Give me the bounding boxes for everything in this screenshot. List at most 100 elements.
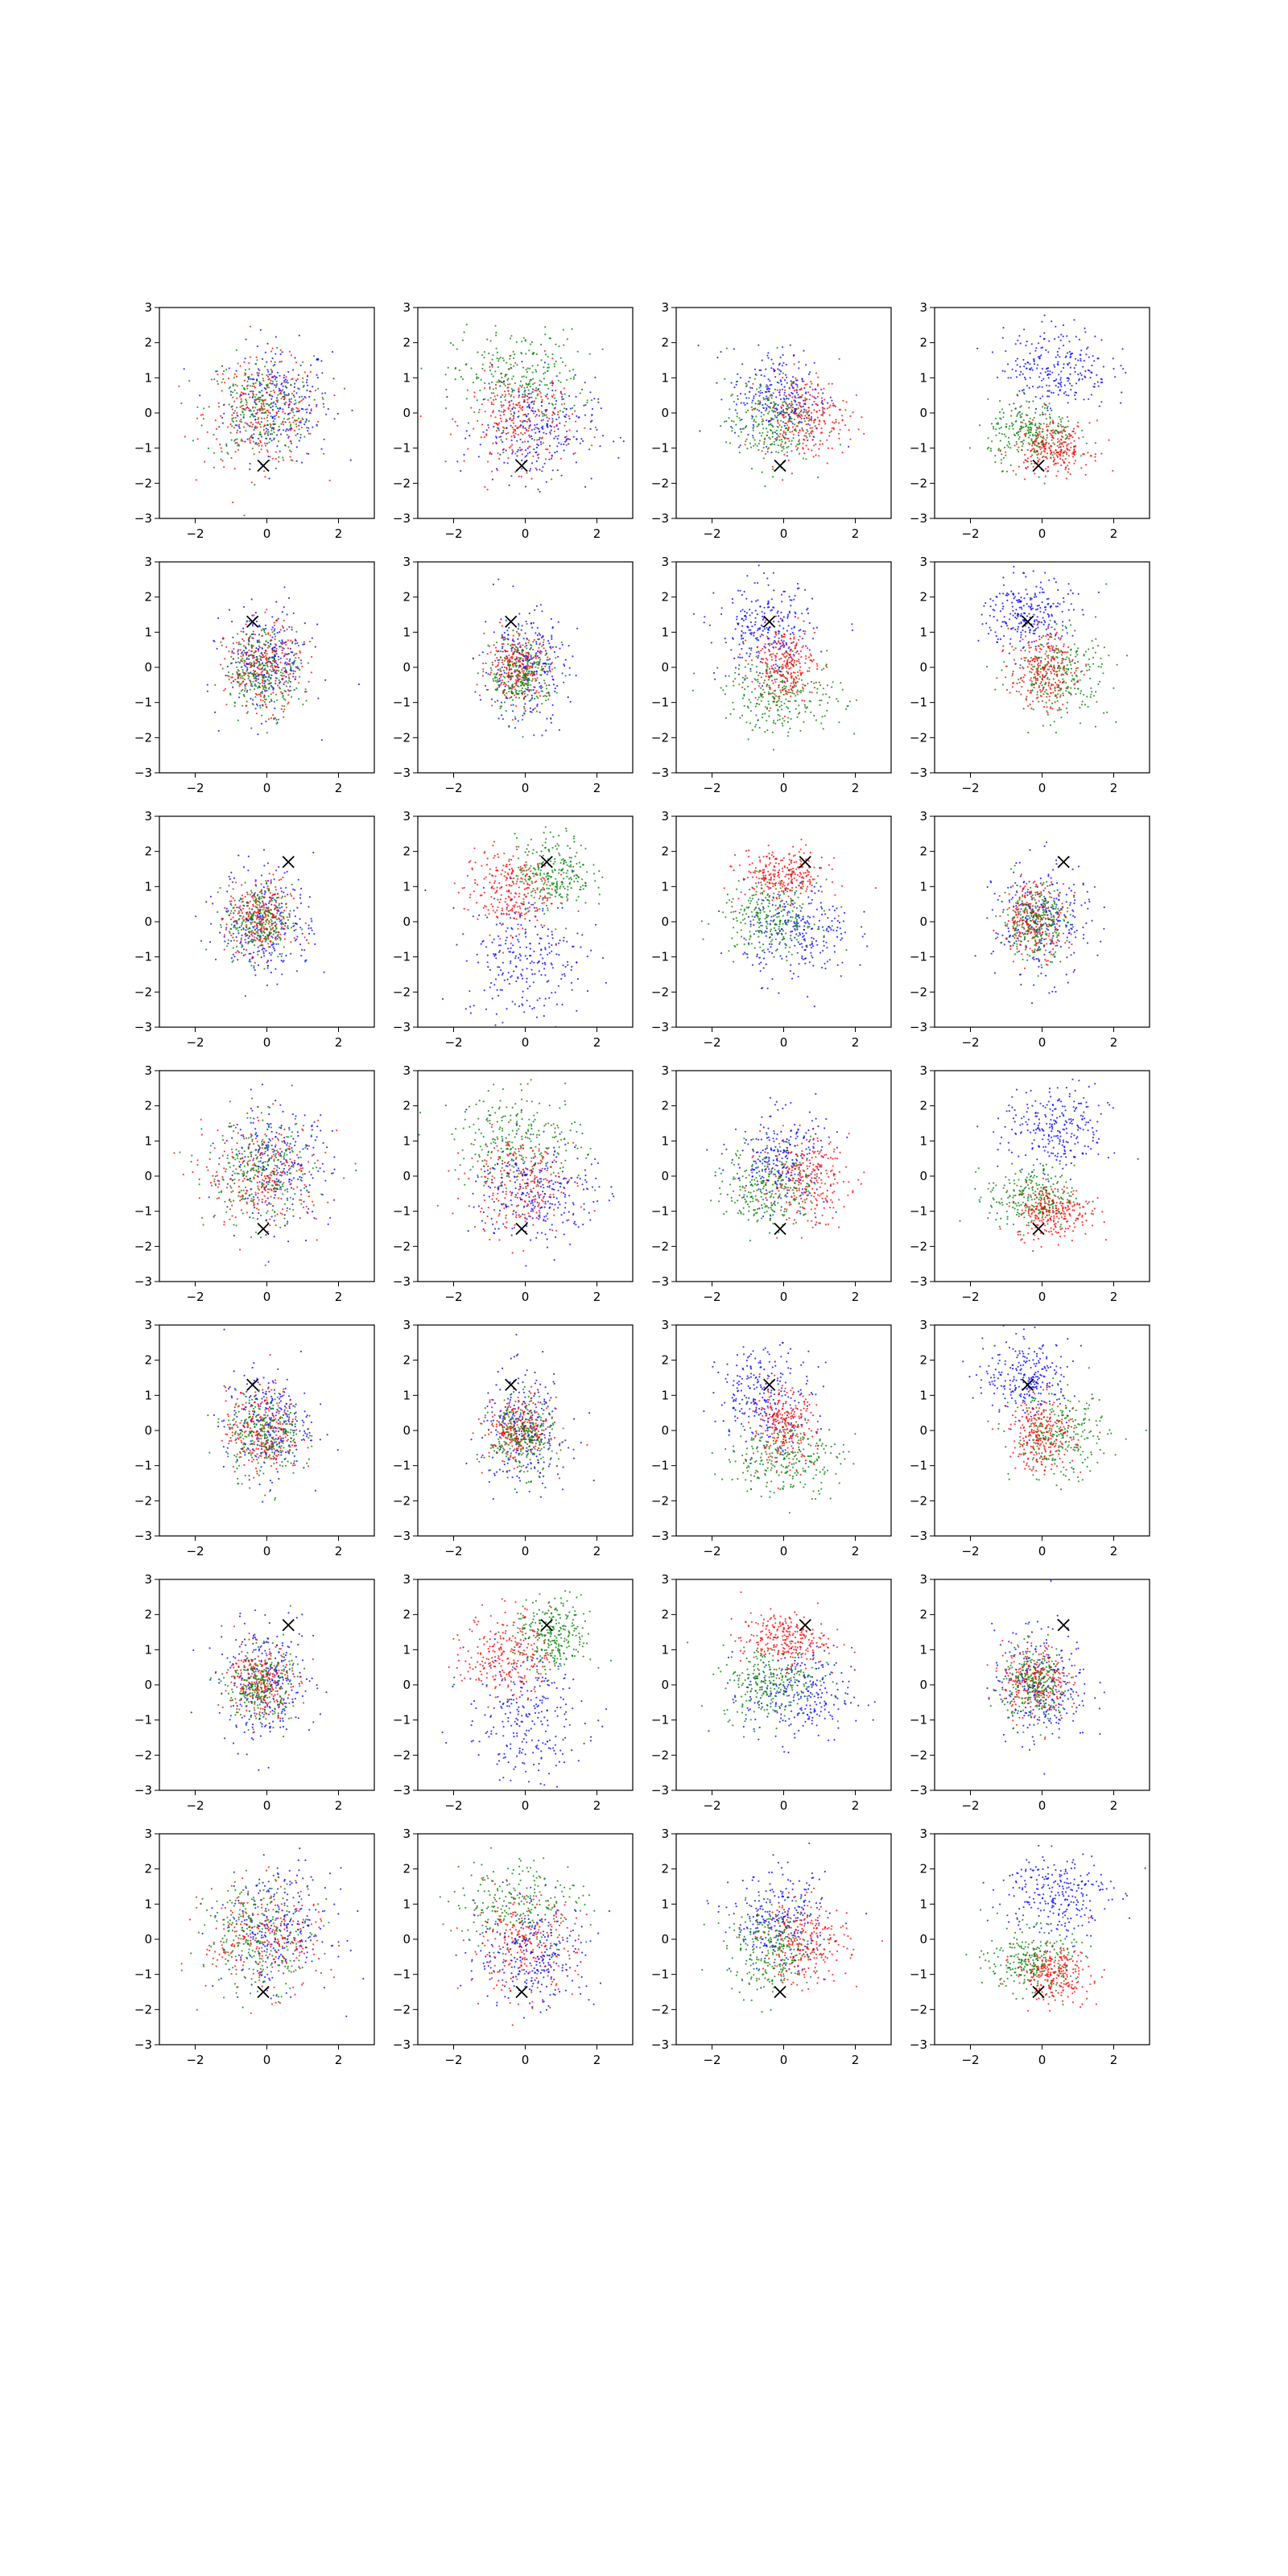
point-green	[231, 425, 233, 427]
point-red	[249, 679, 251, 682]
point-blue	[540, 405, 543, 407]
y-tick-label: −2	[393, 730, 411, 745]
point-red	[243, 678, 246, 681]
point-red	[248, 649, 250, 651]
point-red	[515, 683, 518, 687]
point-blue	[266, 428, 269, 431]
point-red	[1024, 453, 1026, 456]
point-green	[489, 369, 492, 372]
point-red	[264, 442, 266, 444]
point-red	[282, 411, 284, 413]
point-green	[528, 349, 530, 352]
point-blue	[238, 696, 241, 699]
point-blue	[279, 657, 282, 659]
point-red	[518, 675, 522, 678]
point-red	[287, 436, 290, 440]
point-green	[490, 392, 493, 394]
point-green	[1016, 448, 1018, 451]
point-blue	[288, 625, 291, 628]
point-green	[1035, 431, 1038, 434]
point-green	[1018, 451, 1020, 453]
point-green	[1010, 422, 1013, 424]
point-blue	[1096, 374, 1098, 376]
point-blue	[273, 630, 275, 632]
point-red	[498, 436, 501, 439]
point-red	[786, 424, 789, 427]
point-red	[240, 391, 242, 394]
point-green	[494, 398, 497, 401]
point-green	[259, 707, 262, 709]
point-blue	[1007, 377, 1009, 379]
point-green	[257, 674, 259, 676]
point-blue	[232, 686, 234, 688]
point-green	[489, 667, 492, 670]
point-blue	[259, 328, 262, 331]
point-red	[487, 398, 489, 401]
point-green	[754, 421, 758, 423]
point-red	[219, 663, 222, 666]
point-blue	[764, 621, 766, 624]
point-green	[1043, 482, 1046, 485]
point-red	[309, 412, 312, 415]
point-blue	[749, 653, 752, 655]
point-red	[234, 679, 237, 681]
point-green	[231, 673, 234, 675]
point-blue	[528, 406, 530, 409]
point-red	[771, 465, 774, 469]
point-blue	[1080, 374, 1083, 377]
point-red	[782, 413, 785, 416]
point-green	[472, 657, 474, 659]
x-tick-label: −2	[186, 526, 204, 541]
point-green	[1005, 436, 1007, 438]
point-red	[510, 668, 513, 671]
point-blue	[263, 694, 266, 696]
point-green	[731, 393, 733, 396]
point-blue	[271, 395, 274, 398]
point-blue	[770, 609, 774, 611]
point-blue	[303, 643, 306, 646]
point-red	[788, 394, 791, 396]
y-tick-label: −3	[393, 766, 411, 780]
x-marker	[246, 615, 259, 628]
point-red	[1065, 466, 1067, 469]
point-red	[266, 386, 269, 389]
point-blue	[548, 402, 551, 405]
point-red	[260, 448, 262, 451]
point-green	[1005, 454, 1007, 456]
point-blue	[510, 439, 513, 442]
point-green	[237, 429, 239, 431]
point-green	[813, 421, 815, 424]
point-blue	[522, 714, 524, 716]
point-green	[275, 346, 279, 349]
point-blue	[593, 398, 596, 400]
point-blue	[568, 438, 570, 440]
point-red	[512, 428, 515, 431]
point-red	[259, 674, 262, 676]
point-red	[529, 436, 531, 439]
point-blue	[296, 642, 299, 645]
point-green	[259, 431, 262, 434]
point-red	[1067, 448, 1069, 451]
point-blue	[261, 436, 263, 438]
point-red	[496, 469, 498, 472]
point-red	[1038, 431, 1041, 433]
point-blue	[515, 646, 518, 648]
point-green	[461, 378, 464, 381]
point-red	[518, 396, 520, 398]
x-tick-label: 2	[852, 526, 860, 541]
point-red	[557, 411, 559, 413]
point-green	[521, 384, 524, 386]
point-red	[253, 656, 255, 659]
point-blue	[493, 631, 495, 634]
point-green	[525, 369, 527, 371]
point-green	[295, 402, 297, 404]
point-green	[511, 646, 514, 649]
point-blue	[276, 445, 279, 448]
point-blue	[811, 416, 813, 419]
point-green	[454, 378, 456, 381]
point-red	[1050, 449, 1052, 452]
point-blue	[540, 637, 543, 639]
point-green	[1042, 411, 1044, 414]
point-blue	[765, 445, 768, 448]
point-red	[542, 442, 544, 444]
